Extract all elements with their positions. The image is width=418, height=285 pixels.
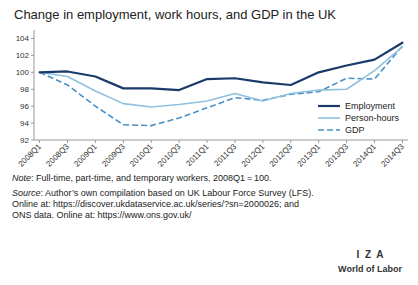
y-tick-label: 104: [16, 34, 30, 43]
y-tick-label: 92: [20, 136, 29, 145]
y-tick-label: 94: [20, 119, 29, 128]
x-tick-label: 2011Q1: [184, 142, 210, 168]
source: Online at: https://discover.ukdataservic…: [12, 199, 299, 209]
source-text: ONS data. Online at: https://www.ons.gov…: [12, 210, 192, 220]
brand: I Z A: [357, 249, 384, 260]
x-tick: [234, 140, 235, 143]
x-axis: [34, 140, 408, 141]
series-line: [40, 46, 403, 126]
source: ONS data. Online at: https://www.ons.gov…: [12, 210, 192, 220]
y-tick: [31, 38, 34, 39]
x-tick: [318, 140, 319, 143]
source: Source: Author’s own compilation based o…: [12, 188, 314, 198]
x-tick-label: 2014Q3: [379, 142, 406, 169]
x-tick-label: 2009Q3: [100, 142, 127, 169]
x-tick: [262, 140, 263, 143]
series-line: [40, 43, 403, 90]
x-tick-label: 2010Q1: [128, 142, 155, 169]
plot-area: [40, 43, 403, 126]
legend-swatch: [318, 129, 340, 131]
source-text: : Author’s own compilation based on UK L…: [41, 188, 314, 198]
legend: Employment Person-hours GDP: [318, 101, 400, 135]
x-tick: [39, 140, 40, 143]
y-tick-label: 96: [20, 102, 29, 111]
legend-label: Employment: [345, 101, 396, 111]
x-tick-label: 2008Q3: [44, 142, 71, 169]
y-tick-label: 100: [16, 68, 30, 77]
x-tick-label: 2009Q1: [72, 142, 99, 169]
y-tick: [31, 72, 34, 73]
x-tick-label: 2011Q3: [212, 142, 238, 168]
chart: Change in employment, work hours, and GD…: [0, 0, 418, 285]
legend-swatch: [318, 105, 340, 107]
x-tick-label: 2012Q1: [240, 142, 267, 169]
x-tick-label: 2012Q3: [268, 142, 295, 169]
y-tick-label: 98: [20, 85, 29, 94]
brand: World of Labor: [338, 264, 402, 274]
x-tick: [290, 140, 291, 143]
x-tick: [207, 140, 208, 143]
x-tick: [95, 140, 96, 143]
note-text: : Full-time, part-time, and temporary wo…: [31, 173, 271, 183]
source-label: Source: [12, 188, 41, 198]
x-tick: [67, 140, 68, 143]
x-tick: [123, 140, 124, 143]
x-tick-label: 2014Q1: [351, 142, 378, 169]
x-tick: [374, 140, 375, 143]
x-tick-label: 2013Q3: [324, 142, 351, 169]
y-tick: [31, 89, 34, 90]
x-tick: [346, 140, 347, 143]
source-text: Online at: https://discover.ukdataservic…: [12, 199, 299, 209]
x-tick: [179, 140, 180, 143]
y-tick: [31, 55, 34, 56]
y-tick: [31, 123, 34, 124]
y-tick: [31, 106, 34, 107]
note-label: Note: [12, 173, 31, 183]
y-tick-label: 102: [16, 51, 30, 60]
x-tick-label: 2008Q1: [17, 142, 44, 169]
legend-label: Person-hours: [345, 113, 400, 123]
y-tick: [31, 140, 34, 141]
note: Note: Full-time, part-time, and temporar…: [12, 173, 271, 183]
x-tick-label: 2013Q1: [296, 142, 323, 169]
x-tick-label: 2010Q3: [156, 142, 183, 169]
title: Change in employment, work hours, and GD…: [14, 7, 336, 22]
legend-swatch: [318, 117, 340, 119]
x-tick: [151, 140, 152, 143]
x-tick: [402, 140, 403, 143]
legend-label: GDP: [345, 125, 365, 135]
